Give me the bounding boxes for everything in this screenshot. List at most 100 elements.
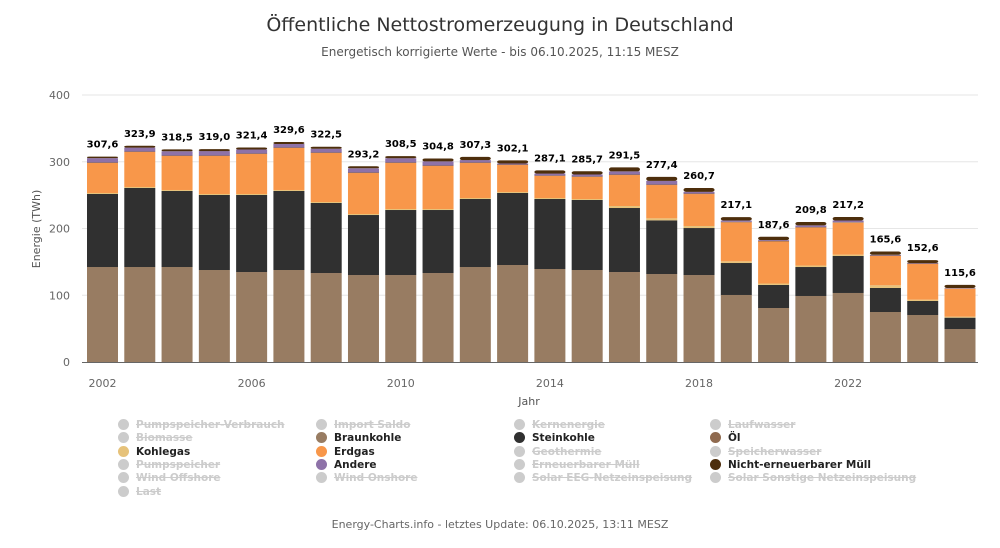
bar-segment-kohlegas-2016[interactable] [608,206,640,209]
bar-segment-öl-2023[interactable] [869,255,901,257]
bar-segment-kohlegas-2006[interactable] [236,193,268,195]
bar-segment-öl-2022[interactable] [832,222,864,223]
bar-segment-nicht-erneuerbarer-müll-2003[interactable] [124,145,156,148]
bar-segment-steinkohle-2017[interactable] [646,220,678,275]
bar-segment-braunkohle-2024[interactable] [907,315,939,362]
bar-stack-2012[interactable] [459,156,491,362]
bar-segment-öl-2021[interactable] [795,227,827,228]
bar-segment-steinkohle-2013[interactable] [497,192,529,266]
bar-segment-öl-2009[interactable] [347,172,379,174]
bar-segment-kohlegas-2015[interactable] [571,198,603,200]
bar-segment-steinkohle-2020[interactable] [758,284,790,308]
bar-segment-erdgas-2023[interactable] [869,256,901,286]
legend-item-geothermie[interactable]: Geothermie [514,445,601,459]
bar-segment-nicht-erneuerbarer-müll-2007[interactable] [273,141,305,144]
bar-segment-braunkohle-2019[interactable] [720,294,752,362]
bar-segment-braunkohle-2002[interactable] [87,267,118,362]
bar-segment-kohlegas-2005[interactable] [198,193,230,195]
bar-segment-braunkohle-2007[interactable] [273,270,305,362]
bar-segment-braunkohle-2011[interactable] [422,273,454,362]
bar-segment-erdgas-2006[interactable] [236,154,268,194]
bar-segment-erdgas-2008[interactable] [310,153,342,203]
bar-segment-kohlegas-2004[interactable] [161,189,193,191]
bar-stack-2011[interactable] [422,158,454,362]
bar-segment-kohlegas-2021[interactable] [795,265,827,268]
legend-item-andere[interactable]: Andere [316,458,377,472]
bar-segment-braunkohle-2023[interactable] [869,312,901,362]
bar-stack-2023[interactable] [869,251,901,362]
bar-segment-braunkohle-2014[interactable] [534,269,566,362]
bar-segment-braunkohle-2006[interactable] [236,272,268,362]
bar-segment-braunkohle-2009[interactable] [347,275,379,362]
bar-segment-öl-2024[interactable] [907,263,939,265]
bar-segment-andere-2014[interactable] [534,173,566,176]
legend-item-wind-offshore[interactable]: Wind Offshore [118,472,221,485]
bar-stack-2003[interactable] [124,145,156,362]
bar-segment-kohlegas-2024[interactable] [907,299,939,301]
bar-segment-erdgas-2014[interactable] [534,175,566,198]
bar-segment-nicht-erneuerbarer-müll-2014[interactable] [534,170,566,174]
bar-segment-braunkohle-2013[interactable] [497,265,529,362]
bar-segment-erdgas-2010[interactable] [385,163,417,210]
bar-segment-andere-2024[interactable] [907,262,939,264]
bar-segment-kohlegas-2013[interactable] [497,191,529,193]
bar-segment-kohlegas-2023[interactable] [869,285,901,288]
bar-segment-nicht-erneuerbarer-müll-2002[interactable] [87,156,118,159]
bar-stack-2019[interactable] [720,217,752,362]
legend-item-öl[interactable]: Öl [710,432,741,445]
legend-item-last[interactable]: Last [118,485,161,499]
bar-segment-steinkohle-2021[interactable] [795,267,827,296]
bar-segment-braunkohle-2025[interactable] [944,329,976,362]
bar-segment-kohlegas-2018[interactable] [683,226,715,229]
bar-segment-andere-2002[interactable] [87,158,118,163]
bar-segment-steinkohle-2024[interactable] [907,300,939,316]
bar-segment-andere-2007[interactable] [273,143,305,148]
bar-stack-2025[interactable] [944,284,976,362]
bar-stack-2017[interactable] [646,176,678,362]
bar-segment-nicht-erneuerbarer-müll-2013[interactable] [497,160,529,164]
bar-segment-erdgas-2009[interactable] [347,173,379,215]
bar-segment-kohlegas-2022[interactable] [832,254,864,257]
bar-segment-nicht-erneuerbarer-müll-2012[interactable] [459,156,491,161]
bar-stack-2002[interactable] [87,156,118,362]
legend-item-steinkohle[interactable]: Steinkohle [514,432,595,445]
bar-segment-andere-2019[interactable] [720,220,752,222]
legend-item-laufwasser[interactable]: Laufwasser [710,419,795,432]
bar-segment-öl-2013[interactable] [497,164,529,166]
bar-stack-2010[interactable] [385,156,417,362]
bar-segment-öl-2020[interactable] [758,240,790,242]
bar-segment-andere-2021[interactable] [795,225,827,228]
bar-segment-steinkohle-2016[interactable] [608,208,640,273]
bar-stack-2008[interactable] [310,146,342,362]
bar-segment-braunkohle-2004[interactable] [161,267,193,362]
bar-segment-erdgas-2017[interactable] [646,185,678,219]
bar-segment-braunkohle-2008[interactable] [310,273,342,362]
bar-segment-öl-2011[interactable] [422,165,454,167]
bar-segment-andere-2012[interactable] [459,160,491,163]
bar-segment-erdgas-2020[interactable] [758,241,790,284]
bar-segment-nicht-erneuerbarer-müll-2017[interactable] [646,176,678,181]
bar-segment-kohlegas-2010[interactable] [385,209,417,211]
bar-segment-steinkohle-2007[interactable] [273,190,305,271]
bar-segment-andere-2011[interactable] [422,161,454,166]
bar-segment-braunkohle-2005[interactable] [198,270,230,362]
bar-segment-steinkohle-2019[interactable] [720,263,752,295]
bar-segment-braunkohle-2021[interactable] [795,295,827,362]
bar-stack-2021[interactable] [795,221,827,362]
bar-segment-erdgas-2003[interactable] [124,152,156,187]
bar-segment-nicht-erneuerbarer-müll-2022[interactable] [832,217,864,221]
bar-segment-nicht-erneuerbarer-müll-2006[interactable] [236,147,268,150]
bar-segment-braunkohle-2015[interactable] [571,270,603,362]
bar-stack-2009[interactable] [347,166,379,362]
bar-segment-steinkohle-2006[interactable] [236,194,268,273]
bar-segment-erdgas-2012[interactable] [459,163,491,198]
legend-item-solar-eeg-netzeinspeisung[interactable]: Solar EEG-Netzeinspeisung [514,472,692,485]
bar-segment-öl-2002[interactable] [87,162,118,164]
bar-segment-öl-2018[interactable] [683,193,715,195]
bar-segment-kohlegas-2017[interactable] [646,218,678,221]
bar-segment-erdgas-2013[interactable] [497,165,529,192]
bar-segment-nicht-erneuerbarer-müll-2024[interactable] [907,260,939,263]
bar-segment-öl-2014[interactable] [534,175,566,176]
bar-segment-öl-2004[interactable] [161,155,193,157]
bar-segment-andere-2016[interactable] [608,171,640,175]
